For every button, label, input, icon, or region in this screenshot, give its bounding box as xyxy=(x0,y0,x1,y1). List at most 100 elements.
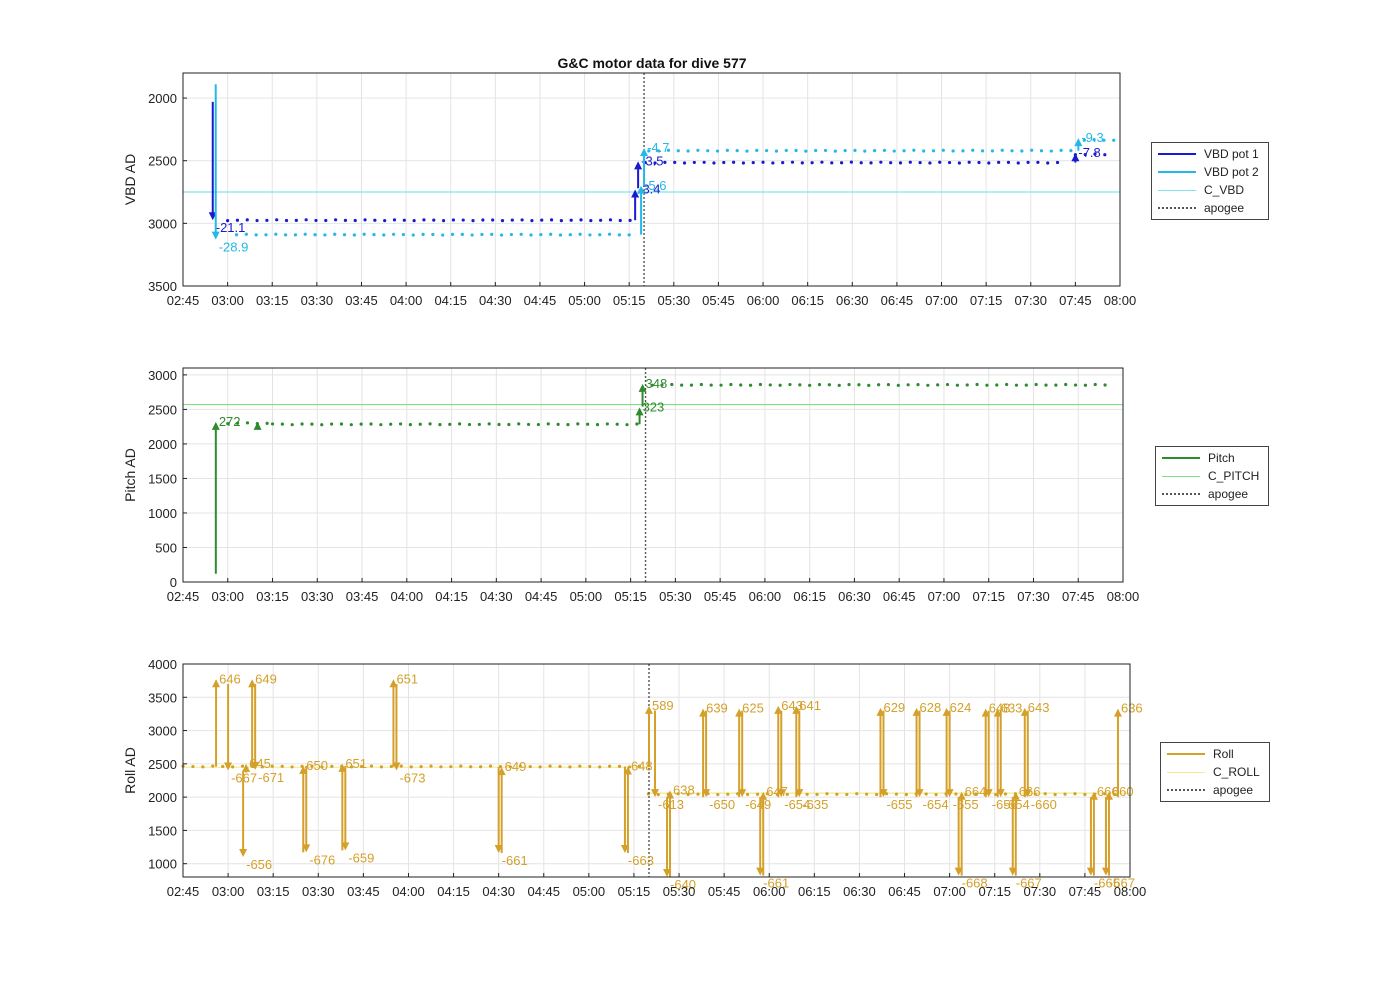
arrow-head xyxy=(212,679,221,688)
arrow-head xyxy=(915,789,924,798)
legend-vbd: VBD pot 1 VBD pot 2 C_VBD apogee xyxy=(1151,142,1269,220)
x-tick-label: 05:15 xyxy=(613,293,646,308)
data-point xyxy=(1054,383,1058,387)
data-point xyxy=(408,423,412,427)
axes-box xyxy=(182,72,1121,287)
data-point xyxy=(469,765,473,769)
x-tick-label: 02:45 xyxy=(167,293,200,308)
x-tick-label: 03:30 xyxy=(301,589,334,604)
data-point xyxy=(784,148,788,153)
arrow-head xyxy=(984,789,993,798)
data-point xyxy=(499,233,504,237)
arrow-head xyxy=(302,844,311,853)
data-point xyxy=(814,148,818,153)
data-point xyxy=(628,218,632,222)
data-point xyxy=(980,149,985,153)
data-point xyxy=(526,422,531,427)
arrow-label: -655 xyxy=(953,797,979,812)
data-point xyxy=(608,218,613,222)
x-tick-label: 04:30 xyxy=(480,589,513,604)
data-point xyxy=(637,764,641,768)
arrow-head xyxy=(242,763,251,772)
arrow-head xyxy=(1074,138,1083,147)
data-point xyxy=(568,233,572,237)
data-point xyxy=(745,149,749,153)
data-point xyxy=(579,218,583,222)
data-point xyxy=(244,232,248,236)
data-point xyxy=(383,218,387,223)
data-point xyxy=(558,764,562,769)
arrow-label: -640 xyxy=(670,877,696,892)
data-point xyxy=(471,219,475,223)
arrow-head xyxy=(792,705,801,714)
data-point xyxy=(808,383,812,387)
data-point xyxy=(957,161,961,165)
x-tick-label: 06:30 xyxy=(843,884,876,899)
x-tick-label: 05:15 xyxy=(614,589,647,604)
data-point xyxy=(558,233,563,237)
data-point xyxy=(569,218,573,222)
data-point xyxy=(1083,792,1087,797)
data-point xyxy=(741,161,746,165)
data-point xyxy=(369,422,373,426)
data-point xyxy=(566,422,570,427)
data-point xyxy=(1093,152,1097,156)
arrow-head xyxy=(637,185,646,194)
arrow-head xyxy=(635,407,644,416)
legend-label: Roll xyxy=(1213,747,1234,761)
arrow-head xyxy=(954,867,963,876)
data-point xyxy=(191,764,195,769)
arrow-label: -663 xyxy=(628,853,654,868)
arrow-label: -673 xyxy=(399,771,425,786)
data-point xyxy=(938,160,942,164)
x-tick-label: 03:45 xyxy=(345,293,378,308)
x-tick-label: 05:45 xyxy=(702,293,735,308)
data-point xyxy=(324,218,328,223)
arrow-label: 666 xyxy=(1097,784,1119,799)
y-tick-label: 2500 xyxy=(148,402,177,417)
data-point xyxy=(1043,792,1047,796)
data-point xyxy=(800,161,804,165)
data-point xyxy=(843,148,847,153)
data-point xyxy=(825,792,829,796)
data-point xyxy=(1010,149,1014,153)
data-point xyxy=(549,232,553,236)
data-point xyxy=(362,232,366,236)
data-point xyxy=(1073,383,1078,387)
arrow-label: 638 xyxy=(673,782,695,797)
data-point xyxy=(548,764,552,768)
data-point xyxy=(692,160,696,165)
data-point xyxy=(771,161,775,165)
data-point xyxy=(517,422,521,426)
data-point xyxy=(867,383,871,387)
arrow-label: -659 xyxy=(348,850,374,865)
data-point xyxy=(300,422,304,426)
data-point xyxy=(1113,792,1117,796)
data-point xyxy=(313,233,317,237)
data-point xyxy=(941,148,945,152)
data-point xyxy=(234,233,239,237)
data-point xyxy=(961,149,965,153)
legend-label: VBD pot 2 xyxy=(1204,165,1259,179)
data-point xyxy=(497,422,501,427)
data-point xyxy=(1103,153,1107,157)
data-point xyxy=(379,423,383,427)
data-point xyxy=(323,233,327,237)
arrow-label: -5.6 xyxy=(644,178,666,193)
data-point xyxy=(889,161,893,165)
arrow-head xyxy=(299,765,308,774)
data-point xyxy=(518,764,522,768)
data-point xyxy=(748,383,753,387)
arrow-head xyxy=(251,761,260,770)
data-point xyxy=(310,422,314,426)
data-point xyxy=(615,422,619,426)
data-point xyxy=(778,383,782,387)
arrow-label: 648 xyxy=(989,701,1011,716)
data-point xyxy=(845,792,849,797)
data-point xyxy=(530,219,534,223)
arrow-head xyxy=(993,708,1002,717)
data-point xyxy=(833,149,837,153)
data-point xyxy=(418,422,422,426)
data-point xyxy=(686,792,690,797)
legend-entry: apogee xyxy=(1165,781,1265,799)
